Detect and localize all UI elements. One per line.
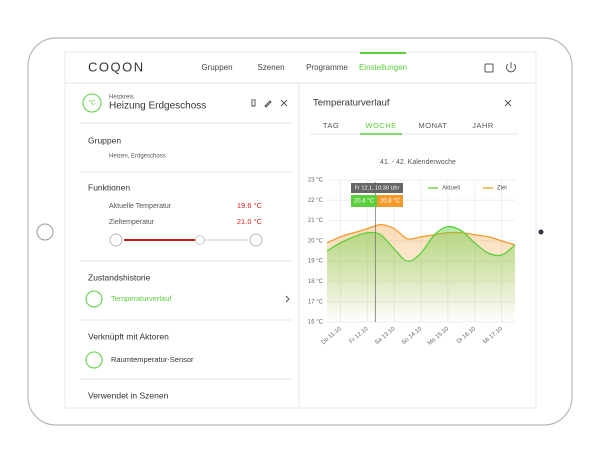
camera [538, 229, 544, 235]
row-label: Zieltemperatur [109, 219, 155, 226]
nav-item[interactable]: Szenen [257, 63, 284, 72]
row-label: Aktuelle Temperatur [109, 203, 172, 210]
screen-icon[interactable] [484, 63, 494, 73]
close-icon[interactable] [280, 99, 288, 107]
y-tick-label: 17 °C [308, 299, 324, 305]
sensor-icon [85, 351, 103, 369]
line [326, 223, 516, 246]
chart-title: 41. - 42. Kalenderwoche [380, 159, 456, 166]
nav-item[interactable]: Einstellungen [359, 63, 407, 72]
section-heading: Zustandshistorie [88, 272, 151, 282]
y-tick-label: 22 °C [308, 198, 324, 204]
tab[interactable]: TAG [323, 121, 339, 130]
tooltip-title: Fr 12.1, 10:30 Uhr [355, 185, 400, 191]
legend-label: Aktuell [442, 186, 460, 192]
close-icon[interactable] [504, 99, 512, 107]
slider-max-icon[interactable] [249, 233, 263, 247]
chart: 16 °C 17 °C 18 °C 19 °C 20 °C 21 °C 22 °C 23 °C… [308, 178, 516, 347]
tooltip-value-box [377, 195, 403, 207]
icon-label: °C [88, 99, 96, 107]
power-icon[interactable] [506, 62, 516, 73]
actor-name[interactable]: Raumtemperatur-Sensor [111, 355, 194, 364]
slider-min-icon[interactable] [109, 233, 123, 247]
y-tick-label: 20 °C [308, 238, 324, 244]
active-indicator [360, 52, 406, 54]
nav-item[interactable]: Programme [306, 63, 348, 72]
y-tick-label: 18 °C [308, 279, 324, 285]
home-button [36, 223, 54, 241]
row-value: 21.0 °C [237, 217, 263, 226]
y-tick-label: 23 °C [308, 178, 324, 184]
history-icon [85, 290, 103, 308]
tooltip-value: 20,4 °C [354, 199, 375, 205]
section-heading: Verknüpft mit Aktoren [88, 331, 169, 341]
slider-thumb[interactable] [195, 235, 205, 245]
edit-icon[interactable] [264, 100, 272, 108]
tab[interactable]: JAHR [472, 121, 494, 130]
tab[interactable]: WOCHE [365, 121, 396, 130]
tooltip-value: 20,8 °C [380, 199, 401, 205]
panel-title: Temperaturverlauf [313, 98, 390, 109]
caption: Heizkreis [109, 95, 134, 101]
logo: COQON [88, 59, 145, 74]
y-tick-label: 19 °C [308, 259, 324, 265]
line [326, 225, 516, 262]
icon-circle [82, 93, 102, 113]
chevron [285, 295, 290, 303]
device-title: Heizung Erdgeschoss [109, 101, 206, 112]
row-value: 19.6 °C [237, 201, 263, 210]
tooltip-header [351, 183, 403, 193]
section-heading: Verwendet in Szenen [88, 390, 169, 400]
area [327, 226, 515, 322]
trash-icon[interactable] [251, 99, 256, 107]
legend-label: Ziel [497, 186, 507, 192]
section-heading: Funktionen [88, 182, 130, 192]
tooltip-value-box [351, 195, 377, 207]
nav-item[interactable]: Gruppen [201, 63, 232, 72]
history-link[interactable]: Temperaturverlauf [111, 294, 172, 303]
groups-text: Heizen, Erdgeschoss [109, 154, 166, 160]
tab[interactable]: MONAT [418, 121, 447, 130]
section-heading: Gruppen [88, 135, 121, 145]
y-tick-label: 21 °C [308, 218, 324, 224]
y-tick-label: 16 °C [308, 320, 324, 326]
